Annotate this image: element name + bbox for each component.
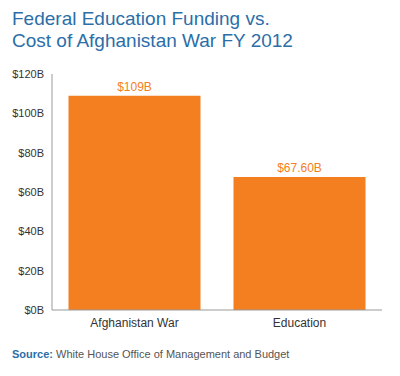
svg-text:$20B: $20B xyxy=(18,265,44,277)
svg-text:Afghanistan War: Afghanistan War xyxy=(90,316,178,330)
html-text:Source: White House Office of: Source: White House Office of Management… xyxy=(12,348,290,360)
svg-text:$80B: $80B xyxy=(18,147,44,159)
svg-text:$0B: $0B xyxy=(24,304,44,316)
svg-text:$120B: $120B xyxy=(12,68,44,80)
svg-text:Education: Education xyxy=(273,316,326,330)
svg-text:$109B: $109B xyxy=(117,80,152,94)
svg-text:$60B: $60B xyxy=(18,186,44,198)
html-text:Federal Education Funding vs.: Federal Education Funding vs. Cost of Af… xyxy=(12,8,293,51)
svg-text:$100B: $100B xyxy=(12,107,44,119)
svg-text:$67.60B: $67.60B xyxy=(277,161,322,175)
svg-text:$40B: $40B xyxy=(18,225,44,237)
